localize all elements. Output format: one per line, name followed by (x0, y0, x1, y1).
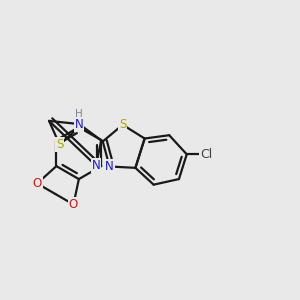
Text: S: S (56, 138, 63, 151)
Text: Cl: Cl (200, 148, 212, 161)
Text: N: N (92, 159, 100, 172)
Text: N: N (105, 160, 114, 173)
Text: S: S (119, 118, 126, 131)
Text: O: O (32, 177, 42, 190)
Text: H: H (75, 109, 83, 119)
Text: O: O (69, 198, 78, 211)
Text: N: N (75, 118, 83, 130)
